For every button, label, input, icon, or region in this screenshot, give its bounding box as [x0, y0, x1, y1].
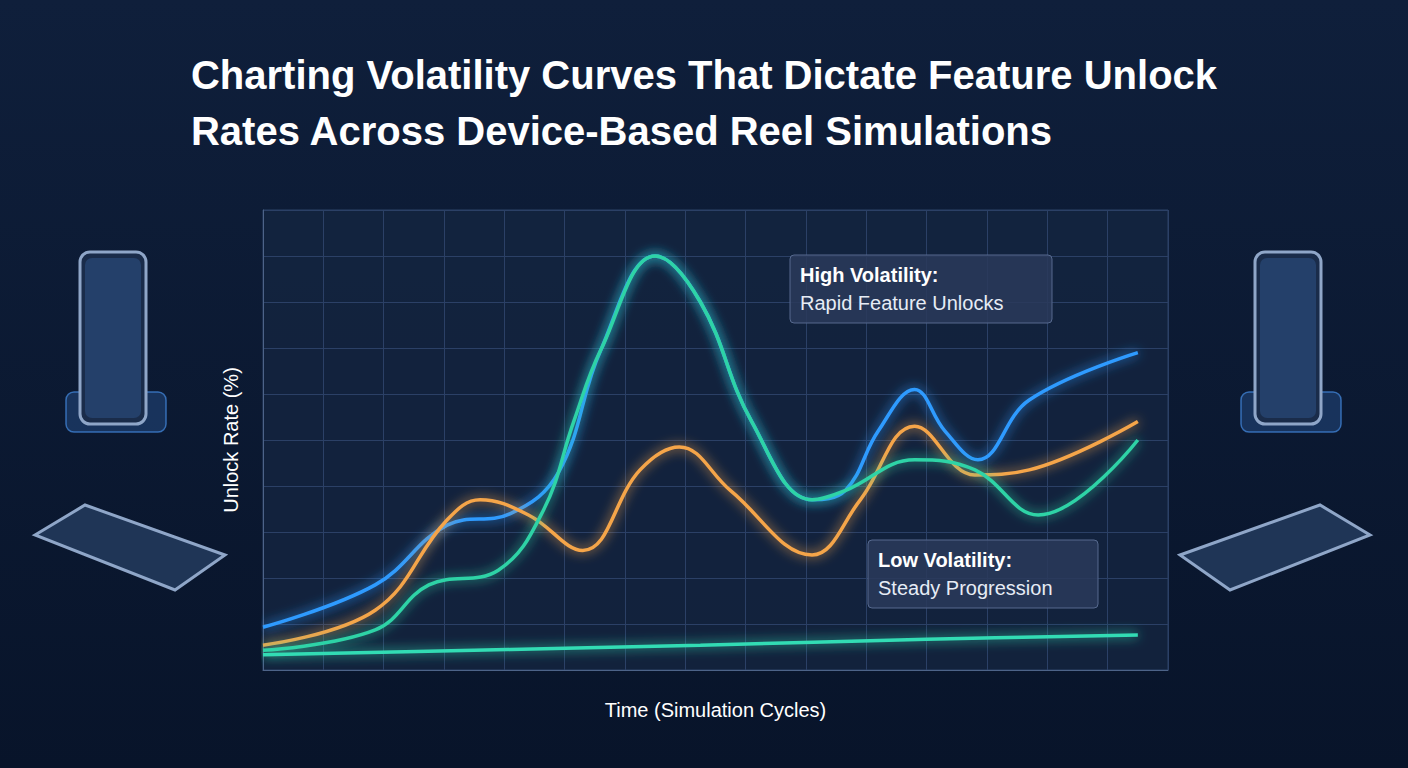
- svg-text:Time (Simulation Cycles): Time (Simulation Cycles): [605, 699, 827, 721]
- svg-text:High Volatility:: High Volatility:: [800, 264, 939, 286]
- svg-text:Rates Across Device-Based Reel: Rates Across Device-Based Reel Simulatio…: [191, 109, 1052, 153]
- svg-text:Unlock Rate (%): Unlock Rate (%): [220, 367, 242, 513]
- svg-text:Low Volatility:: Low Volatility:: [878, 549, 1012, 571]
- svg-text:Charting Volatility Curves Tha: Charting Volatility Curves That Dictate …: [191, 53, 1218, 97]
- svg-text:Rapid Feature Unlocks: Rapid Feature Unlocks: [800, 292, 1003, 314]
- svg-text:Steady Progression: Steady Progression: [878, 577, 1053, 599]
